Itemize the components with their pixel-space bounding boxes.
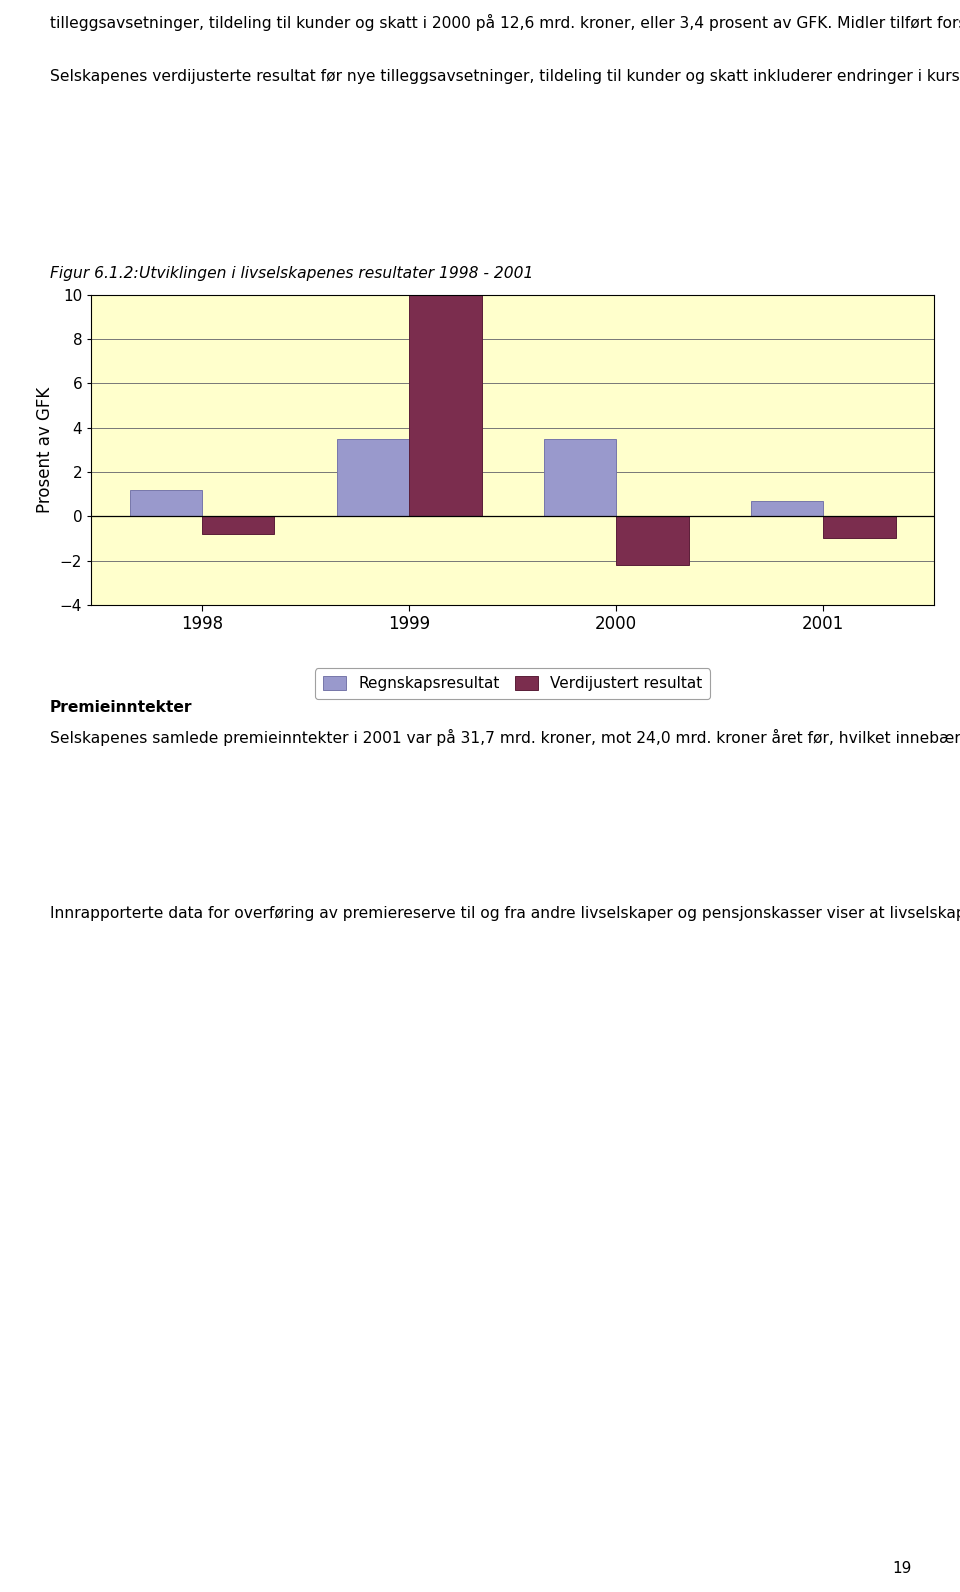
Y-axis label: Prosent av GFK: Prosent av GFK xyxy=(36,387,55,513)
Text: Premieinntekter: Premieinntekter xyxy=(50,700,192,715)
Bar xyxy=(616,516,688,565)
Bar xyxy=(824,516,896,538)
Text: Utviklingen i livselskapenes resultater 1998 - 2001: Utviklingen i livselskapenes resultater … xyxy=(139,266,534,280)
Bar xyxy=(543,439,616,516)
Text: Selskapenes verdijusterte resultat før nye tilleggsavsetninger, tildeling til ku: Selskapenes verdijusterte resultat før n… xyxy=(50,67,960,84)
Bar xyxy=(337,439,409,516)
Text: 19: 19 xyxy=(893,1562,912,1576)
Text: Innrapporterte data for overføring av premiereserve til og fra andre livselskape: Innrapporterte data for overføring av pr… xyxy=(50,904,960,922)
Text: tilleggsavsetninger, tildeling til kunder og skatt i 2000 på 12,6 mrd. kroner, e: tilleggsavsetninger, tildeling til kunde… xyxy=(50,14,960,32)
Bar xyxy=(130,490,202,516)
Legend: Regnskapsresultat, Verdijustert resultat: Regnskapsresultat, Verdijustert resultat xyxy=(316,669,709,699)
Bar xyxy=(202,516,275,533)
Bar xyxy=(409,295,482,516)
Bar xyxy=(751,501,824,516)
Text: Figur 6.1.2:: Figur 6.1.2: xyxy=(50,266,138,280)
Text: Selskapenes samlede premieinntekter i 2001 var på 31,7 mrd. kroner, mot 24,0 mrd: Selskapenes samlede premieinntekter i 20… xyxy=(50,729,960,747)
